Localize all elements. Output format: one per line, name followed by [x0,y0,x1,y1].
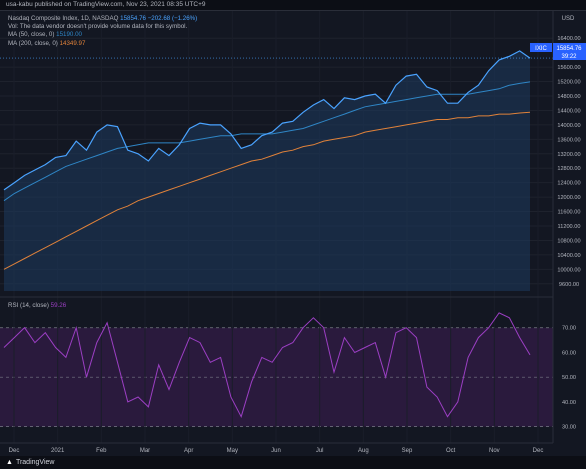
legend-vol-note: Vol: The data vendor doesn't provide vol… [8,23,188,31]
time-tick-label: Apr [184,448,193,454]
rsi-tick-label: 50.00 [562,375,576,381]
price-tick-label: 13200.00 [557,152,580,158]
price-tick-label: 14400.00 [557,108,580,114]
price-scale-bg[interactable] [553,11,586,457]
tradingview-logo-icon[interactable]: ▲ [6,459,13,466]
legend-instrument[interactable]: Nasdaq Composite Index, 1D, NASDAQ [8,15,119,22]
rsi-tick-label: 30.00 [562,425,576,431]
price-tick-label: 11200.00 [558,224,581,230]
price-tick-label: 16400.00 [557,36,580,42]
price-tick-label: 9600.00 [559,282,579,288]
chart-canvas[interactable]: USD 16400.00 15600.00 15200.00 14800.00 1440… [0,11,586,457]
rsi-scale-ticks: 70.00 60.00 50.00 40.00 30.00 [562,326,576,431]
legend-ma200-value: 14349.97 [59,39,86,47]
price-tick-label: 14000.00 [557,123,580,129]
time-tick-label: Dec [533,448,544,454]
price-tick-label: 10400.00 [557,253,580,259]
rsi-legend: RSI (14, close) 59.26 [8,302,66,310]
time-tick-label: Mar [140,448,150,454]
price-tick-label: 13600.00 [557,137,580,143]
legend-row-ma200: MA (200, close, 0) 14349.97 [8,40,197,48]
publish-info: usa-kabu published on TradingView.com, N… [6,1,206,8]
legend-change: −202.68 (−1.26%) [147,15,198,22]
chart-frame[interactable]: USD 16400.00 15600.00 15200.00 14800.00 1440… [0,10,586,457]
ma200-line [3,111,531,270]
price-tick-label: 15600.00 [557,65,580,71]
price-legend: Nasdaq Composite Index, 1D, NASDAQ 15854… [8,15,197,48]
price-tick-label: 12400.00 [557,181,580,187]
price-tick-label: 15200.00 [557,80,580,86]
price-tick-label: 12000.00 [557,195,580,201]
legend-last: 15854.76 [120,15,146,22]
price-tick-label: 12800.00 [557,166,580,172]
price-tick-label: 10800.00 [557,238,580,244]
price-tick-label: 11600.00 [558,210,581,216]
time-tick-label: Aug [358,448,369,454]
legend-row-vol: Vol: The data vendor doesn't provide vol… [8,23,197,31]
footer-bar: ▲ TradingView [0,456,586,469]
price-scale-ticks: 16400.00 15600.00 15200.00 14800.00 14400.00… [557,36,580,288]
countdown-badge-text: 39:22 [561,54,577,60]
legend-rsi-value: 59.26 [50,302,67,309]
symbol-badge-text: IXIC [535,46,547,52]
symbol-badge [530,43,552,52]
legend-ma50-label[interactable]: MA (50, close, 0) [8,31,55,39]
legend-row-ma50: MA (50, close, 0) 15190.00 [8,31,197,39]
rsi-tick-label: 70.00 [562,326,576,332]
time-tick-label: Oct [446,448,456,454]
time-tick-label: Dec [9,448,20,454]
currency-label: USD [562,16,575,22]
legend-ma200-label[interactable]: MA (200, close, 0) [8,39,58,47]
time-tick-label: May [227,448,238,454]
last-price-badge-text: 15854.76 [556,46,582,52]
rsi-tick-label: 40.00 [562,400,576,406]
time-tick-label: 2021 [51,448,65,454]
last-price-badge [553,43,586,60]
price-tick-label: 10000.00 [557,267,580,273]
publish-header: usa-kabu published on TradingView.com, N… [0,0,586,10]
time-tick-label: Jun [271,448,281,454]
price-line [3,50,531,191]
time-tick-label: Sep [402,448,413,454]
time-tick-label: Nov [489,448,500,454]
rsi-tick-label: 60.00 [562,350,576,356]
footer-brand[interactable]: TradingView [15,459,55,466]
legend-row-instrument: Nasdaq Composite Index, 1D, NASDAQ 15854… [8,15,197,23]
time-tick-label: Jul [316,448,324,454]
price-tick-label: 14800.00 [557,94,580,100]
time-tick-label: Feb [96,448,107,454]
price-area-fill [4,50,530,292]
legend-ma50-value: 15190.00 [56,31,82,39]
time-axis-ticks[interactable]: Dec 2021 Feb Mar Apr May Jun Jul Aug Sep Oct Nov Dec [9,448,544,454]
legend-rsi-label[interactable]: RSI (14, close) [8,302,49,309]
rsi-line [3,312,531,419]
